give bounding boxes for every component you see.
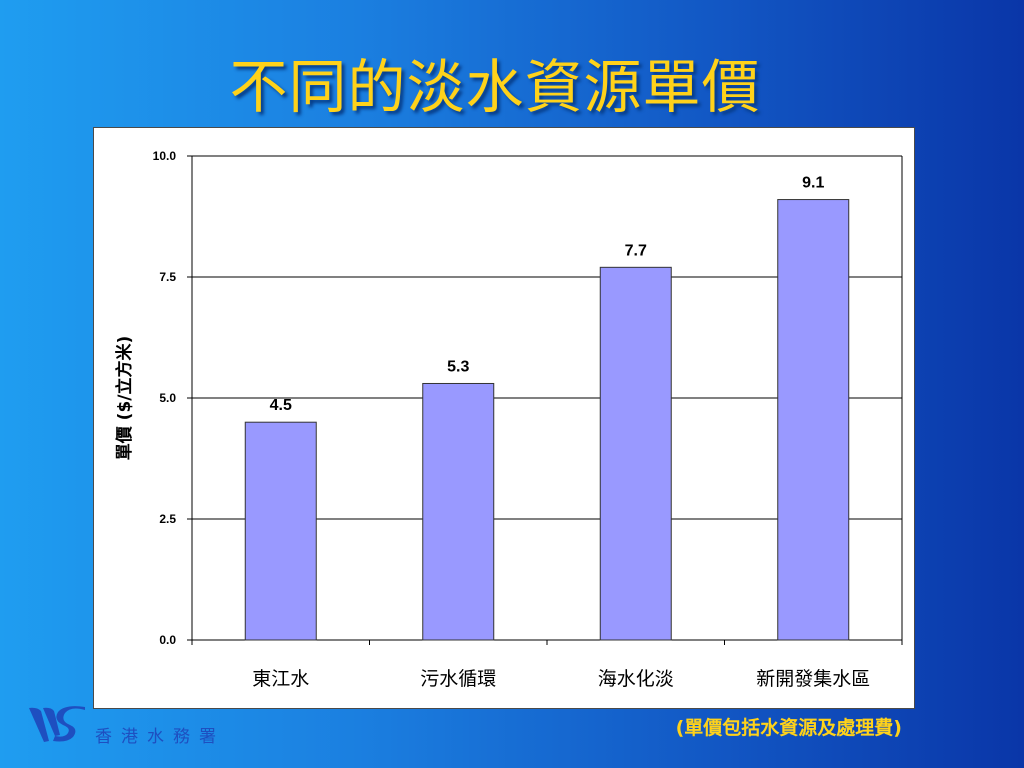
- data-label: 5.3: [447, 358, 469, 375]
- category-label: 東江水: [252, 668, 309, 690]
- y-tick-label: 0.0: [159, 633, 176, 647]
- data-label: 9.1: [802, 175, 824, 192]
- bar-4: [777, 199, 850, 641]
- data-label: 7.7: [625, 242, 647, 259]
- y-tick-label: 5.0: [159, 391, 176, 405]
- category-label: 新開發集水區: [756, 668, 870, 690]
- category-label: 海水化淡: [598, 668, 674, 690]
- chart-panel: 單價 ($/立方米) 0.0 2.5 5.0 7.5 10.0 4.5 東江水 5.3 污水循環…: [93, 127, 915, 709]
- slide-title: 不同的淡水資源單價: [229, 53, 761, 121]
- bar-chart: 單價 ($/立方米) 0.0 2.5 5.0 7.5 10.0 4.5 東江水 5.3 污水循環…: [114, 149, 903, 690]
- footnote: (單價包括水資源及處理費): [675, 717, 902, 739]
- water-supplies-department-logo: [29, 706, 85, 742]
- bar-2: [422, 382, 495, 641]
- data-label: 4.5: [270, 397, 292, 414]
- bar-3: [599, 266, 672, 641]
- organization-name: 香港水務署: [95, 727, 225, 747]
- category-label: 污水循環: [420, 668, 496, 690]
- y-tick-label: 2.5: [159, 512, 176, 526]
- y-tick-label: 7.5: [159, 270, 176, 284]
- bar-1: [244, 421, 317, 641]
- y-tick-label: 10.0: [153, 149, 177, 163]
- y-axis-title: 單價 ($/立方米): [114, 336, 135, 461]
